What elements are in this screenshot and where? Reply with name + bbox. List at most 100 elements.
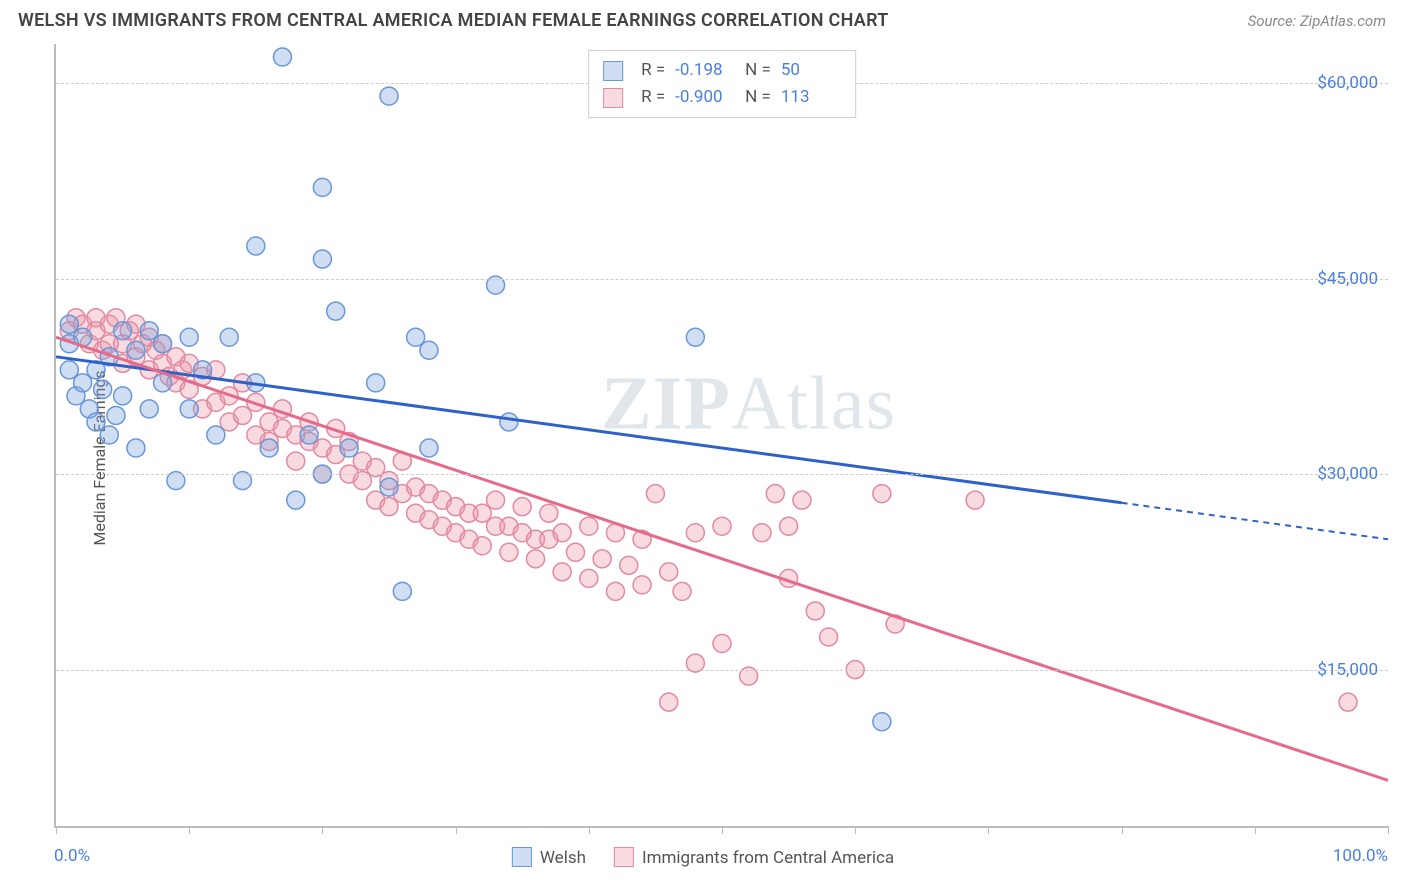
y-tick-label: $30,000 [1317, 464, 1378, 484]
data-point [367, 374, 385, 392]
data-point [420, 341, 438, 359]
regression-line-dashed [1122, 503, 1388, 539]
data-point [220, 328, 238, 346]
data-point [686, 524, 704, 542]
data-point [553, 524, 571, 542]
legend-r-label: R = [641, 57, 665, 84]
x-axis-max-label: 100.0% [1333, 846, 1388, 866]
source-label: Source: ZipAtlas.com [1248, 12, 1386, 30]
legend-r-value: -0.900 [675, 84, 735, 111]
data-point [154, 335, 172, 353]
series-legend: Welsh Immigrants from Central America [512, 847, 894, 868]
legend-swatch [603, 88, 623, 108]
data-point [766, 485, 784, 503]
data-point [94, 380, 112, 398]
data-point [660, 693, 678, 711]
data-point [327, 302, 345, 320]
data-point [287, 491, 305, 509]
data-point [154, 374, 172, 392]
data-point [566, 543, 584, 561]
data-point [660, 563, 678, 581]
data-point [633, 576, 651, 594]
data-point [873, 485, 891, 503]
legend-n-value: 50 [781, 57, 841, 84]
chart-container: Median Female Earnings ZIPAtlas R = -0.1… [18, 44, 1388, 872]
data-point [313, 250, 331, 268]
correlation-legend: R = -0.198 N = 50 R = -0.900 N = 113 [588, 50, 856, 118]
x-axis-min-label: 0.0% [54, 846, 90, 866]
data-point [114, 387, 132, 405]
data-point [540, 504, 558, 522]
data-point [100, 426, 118, 444]
x-tick [1388, 826, 1389, 834]
x-tick [322, 826, 323, 834]
data-point [260, 439, 278, 457]
data-point [686, 328, 704, 346]
data-point [527, 550, 545, 568]
data-point [287, 452, 305, 470]
legend-n-label: N = [745, 84, 771, 111]
legend-swatch [512, 847, 532, 867]
data-point [593, 550, 611, 568]
data-point [646, 485, 664, 503]
legend-swatch [614, 847, 634, 867]
data-point [180, 328, 198, 346]
legend-item: Welsh [512, 847, 586, 868]
data-point [780, 517, 798, 535]
data-point [806, 602, 824, 620]
data-point [620, 556, 638, 574]
x-tick [456, 826, 457, 834]
data-point [313, 178, 331, 196]
plot-area: ZIPAtlas R = -0.198 N = 50 R = -0.900 N … [54, 44, 1388, 828]
x-tick [589, 826, 590, 834]
gridline [56, 279, 1388, 280]
data-point [127, 341, 145, 359]
data-point [1339, 693, 1357, 711]
data-point [487, 491, 505, 509]
data-point [966, 491, 984, 509]
data-point [873, 713, 891, 731]
legend-r-value: -0.198 [675, 57, 735, 84]
data-point [500, 413, 518, 431]
y-tick-label: $45,000 [1317, 269, 1378, 289]
data-point [553, 563, 571, 581]
y-tick-label: $15,000 [1317, 660, 1378, 680]
data-point [753, 524, 771, 542]
x-tick [56, 826, 57, 834]
data-point [300, 426, 318, 444]
x-tick [1255, 826, 1256, 834]
scatter-svg [56, 44, 1388, 826]
legend-n-label: N = [745, 57, 771, 84]
x-tick [988, 826, 989, 834]
data-point [380, 87, 398, 105]
legend-n-value: 113 [781, 84, 841, 111]
data-point [273, 48, 291, 66]
y-tick-label: $60,000 [1317, 73, 1378, 93]
data-point [140, 400, 158, 418]
chart-title: WELSH VS IMMIGRANTS FROM CENTRAL AMERICA… [18, 10, 889, 31]
legend-r-label: R = [641, 84, 665, 111]
data-point [820, 628, 838, 646]
data-point [713, 517, 731, 535]
x-tick [855, 826, 856, 834]
regression-line [56, 337, 1388, 780]
legend-row: R = -0.900 N = 113 [603, 84, 841, 111]
data-point [127, 439, 145, 457]
data-point [207, 426, 225, 444]
gridline [56, 670, 1388, 671]
data-point [393, 582, 411, 600]
data-point [580, 517, 598, 535]
data-point [793, 491, 811, 509]
data-point [380, 478, 398, 496]
data-point [473, 537, 491, 555]
x-tick [1122, 826, 1123, 834]
gridline [56, 474, 1388, 475]
legend-swatch [603, 61, 623, 81]
data-point [500, 543, 518, 561]
data-point [340, 439, 358, 457]
data-point [107, 406, 125, 424]
legend-row: R = -0.198 N = 50 [603, 57, 841, 84]
data-point [420, 439, 438, 457]
legend-item: Immigrants from Central America [614, 847, 894, 868]
x-tick [189, 826, 190, 834]
